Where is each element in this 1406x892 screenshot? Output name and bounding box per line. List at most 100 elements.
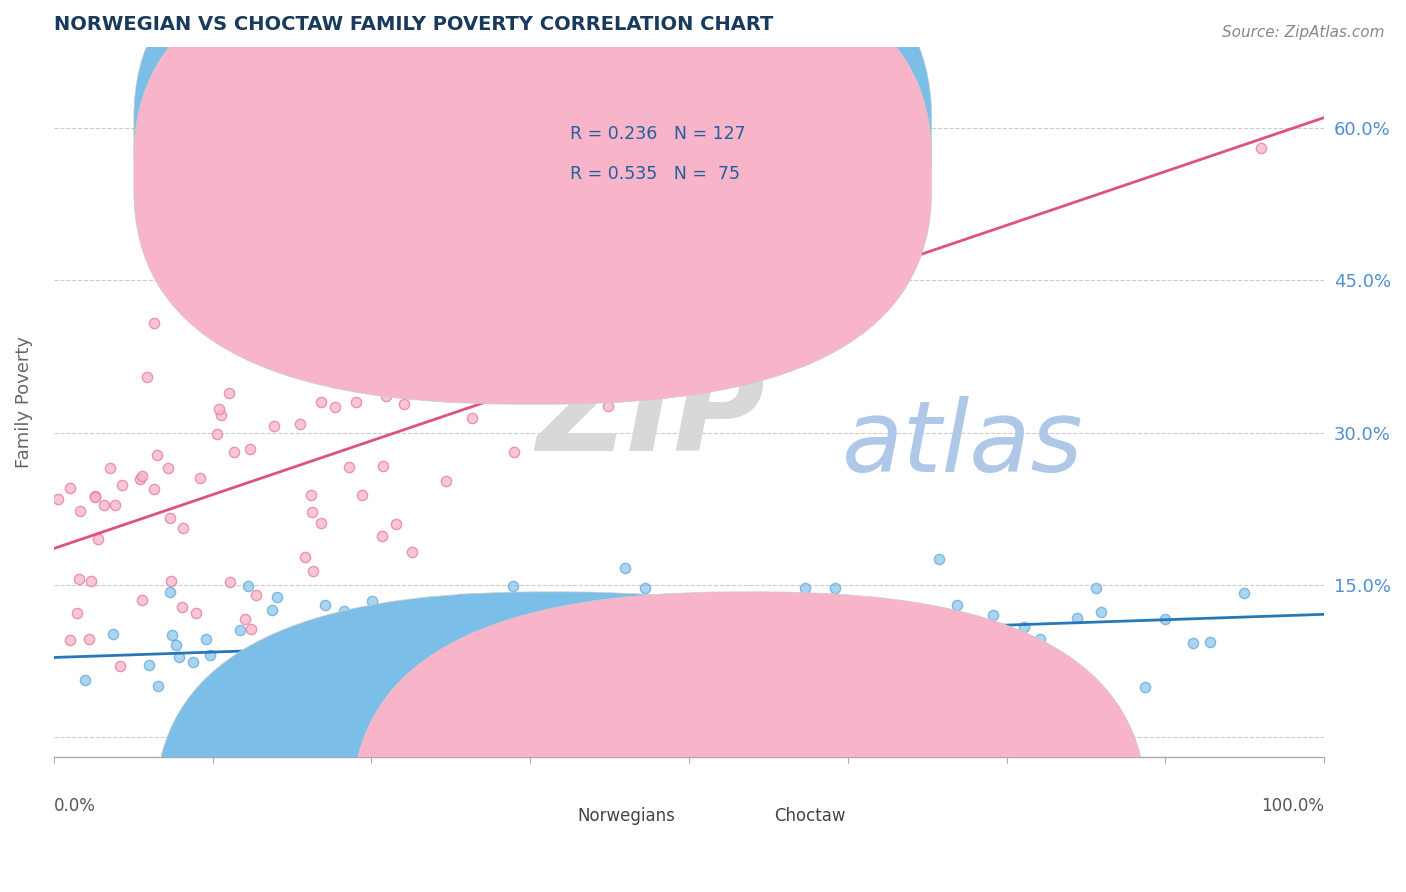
Text: Norwegians: Norwegians (578, 807, 675, 825)
Point (437, 630, 460, 644)
Point (420, 623, 443, 637)
Point (436, 474, 458, 488)
Point (93, 498, 115, 512)
Point (474, 632, 496, 647)
Point (87, 532, 110, 546)
Point (640, 650, 662, 665)
Point (69, 504, 91, 518)
Point (1133, 681, 1156, 695)
Point (245, 588, 267, 602)
Point (311, 394, 333, 409)
Point (59, 633, 82, 648)
Point (478, 656, 501, 670)
Point (288, 417, 311, 431)
FancyBboxPatch shape (134, 0, 932, 404)
Point (406, 637, 429, 651)
Point (530, 667, 553, 681)
Point (108, 659, 131, 673)
Text: Source: ZipAtlas.com: Source: ZipAtlas.com (1222, 25, 1385, 40)
Point (98, 461, 121, 475)
Point (188, 471, 211, 485)
Point (928, 552, 950, 566)
Point (1233, 585, 1256, 599)
Point (686, 669, 709, 683)
Point (634, 581, 657, 595)
Point (363, 629, 385, 643)
Point (441, 248, 464, 262)
Point (131, 593, 153, 607)
Point (204, 673, 226, 687)
Point (1066, 611, 1088, 625)
Point (247, 330, 270, 344)
Point (337, 460, 360, 475)
Point (444, 637, 467, 651)
Point (981, 608, 1004, 623)
Point (614, 561, 637, 575)
Point (789, 624, 811, 638)
Point (710, 614, 733, 628)
Point (229, 624, 252, 638)
Point (946, 598, 969, 612)
Point (523, 621, 546, 635)
Point (346, 624, 368, 639)
Point (262, 698, 284, 713)
Point (77, 632, 100, 646)
Point (790, 670, 813, 684)
Point (852, 643, 875, 657)
Point (368, 618, 391, 632)
Point (157, 460, 180, 475)
Point (616, 647, 638, 661)
Point (239, 622, 262, 636)
Point (540, 348, 562, 362)
Point (247, 707, 270, 722)
Point (416, 622, 439, 636)
Point (309, 516, 332, 530)
Point (1085, 581, 1108, 595)
Point (461, 623, 484, 637)
Point (48, 492, 70, 507)
Point (614, 651, 637, 665)
Point (143, 316, 166, 330)
Point (620, 669, 643, 683)
Point (344, 395, 367, 409)
Point (342, 637, 364, 651)
Point (59, 481, 82, 495)
Point (350, 488, 373, 502)
Point (167, 650, 190, 665)
Point (598, 399, 620, 413)
Point (506, 662, 529, 676)
Point (165, 638, 187, 652)
Point (101, 626, 124, 640)
Point (201, 690, 224, 704)
Point (145, 448, 167, 462)
Point (1199, 635, 1222, 649)
Point (460, 411, 482, 425)
Point (385, 637, 408, 651)
Point (67, 572, 90, 586)
Point (225, 317, 247, 331)
Point (84, 491, 107, 505)
Point (1021, 644, 1043, 658)
Point (456, 606, 478, 620)
Y-axis label: Family Poverty: Family Poverty (15, 336, 32, 468)
Text: NORWEGIAN VS CHOCTAW FAMILY POVERTY CORRELATION CHART: NORWEGIAN VS CHOCTAW FAMILY POVERTY CORR… (53, 15, 773, 34)
Point (361, 594, 384, 608)
Point (515, 630, 537, 644)
Point (299, 488, 322, 502)
Point (553, 629, 575, 643)
Point (301, 505, 323, 519)
Point (765, 725, 787, 739)
Point (583, 646, 606, 660)
Point (1090, 606, 1112, 620)
Point (392, 397, 415, 411)
Point (893, 624, 915, 639)
Point (332, 604, 354, 618)
Point (135, 370, 157, 384)
Point (794, 581, 817, 595)
Point (233, 612, 256, 626)
Point (882, 599, 904, 614)
Point (160, 574, 183, 589)
Point (142, 482, 165, 496)
Point (602, 650, 624, 665)
Text: Choctaw: Choctaw (775, 807, 845, 825)
